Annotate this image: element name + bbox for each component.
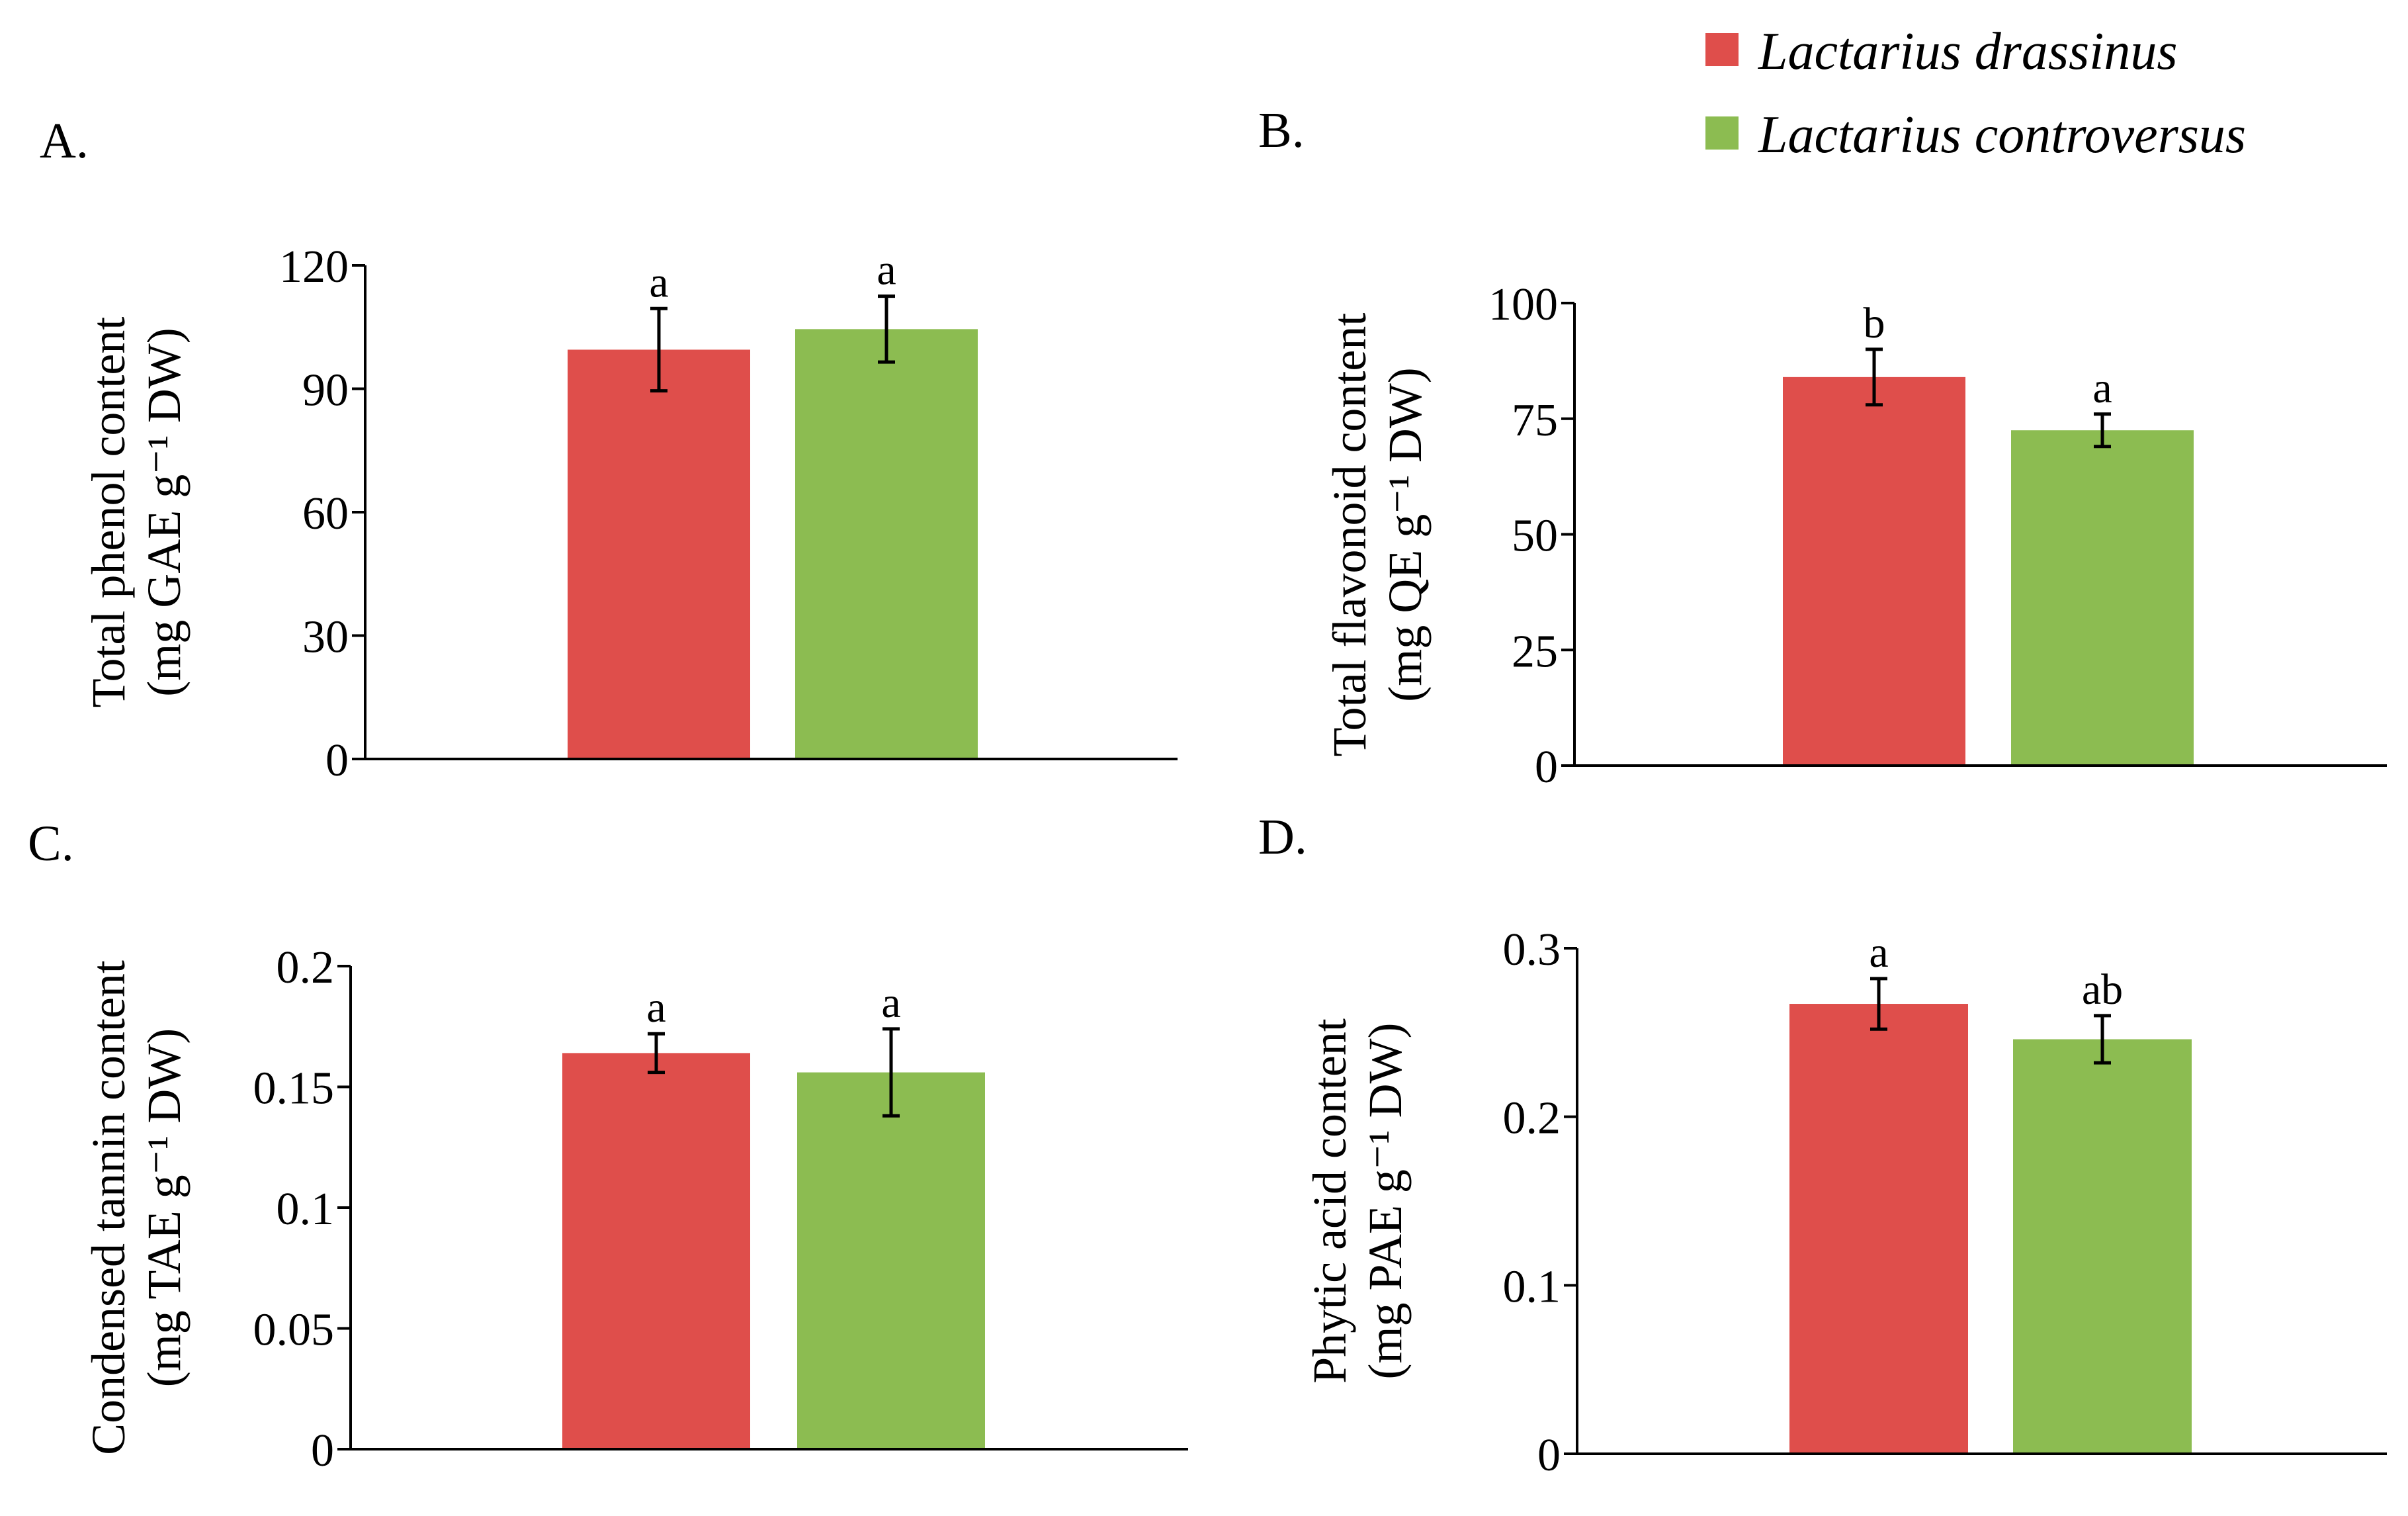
y-tick-label-c-3: 0.15 <box>253 1063 335 1114</box>
y-tick-label-a-2: 60 <box>302 488 349 539</box>
panel-d: D. 0 0.1 0.2 0.3 a ab Phytic acid content(mg PA… <box>1258 809 2387 1481</box>
y-tick-label-c-0: 0 <box>311 1425 334 1476</box>
significance-letter-a-1: a <box>649 258 668 306</box>
y-tick-label-d-2: 0.2 <box>1503 1093 1561 1144</box>
y-axis-label-line1-a: Total phenol content <box>82 317 135 708</box>
y-tick-label-a-3: 90 <box>302 365 349 416</box>
y-axis-label-line1-c: Condensed tannin content <box>82 960 135 1455</box>
y-tick-label-d-0: 0 <box>1537 1430 1561 1481</box>
y-tick-label-a-0: 0 <box>325 735 349 786</box>
panel-a: A. 0 30 60 90 120 a a Total phenol content(mg GA… <box>40 113 1178 786</box>
panel-letter-d: D. <box>1258 809 1307 865</box>
y-tick-label-b-3: 75 <box>1512 395 1558 446</box>
legend-label-2: Lactarius controversus <box>1758 106 2246 164</box>
y-tick-label-d-1: 0.1 <box>1503 1261 1561 1312</box>
y-tick-label-b-4: 100 <box>1488 279 1558 330</box>
y-axis-label-line2-d: (mg PAE g⁻¹ DW) <box>1359 1023 1412 1380</box>
panel-c: C. 0 0.05 0.1 0.15 0.2 a a Condensed tannin cont… <box>28 816 1188 1476</box>
y-tick-label-c-2: 0.1 <box>277 1184 335 1235</box>
bar-c-2 <box>797 1072 985 1449</box>
y-tick-label-b-0: 0 <box>1535 742 1558 793</box>
y-axis-label-b: Total flavonoid content(mg QE g⁻¹ DW) <box>1323 313 1432 757</box>
y-tick-label-d-3: 0.3 <box>1503 924 1561 975</box>
y-axis-label-line1-b: Total flavonoid content <box>1323 313 1376 757</box>
significance-letter-c-2: a <box>881 979 900 1027</box>
legend-swatch-1 <box>1705 33 1739 66</box>
panel-b: B. 0 25 50 75 100 b a Total flavonoid content(mg… <box>1258 103 2387 793</box>
significance-letter-d-2: ab <box>2082 965 2123 1014</box>
y-axis-label-c: Condensed tannin content(mg TAE g⁻¹ DW) <box>82 960 191 1455</box>
bar-a-2 <box>795 329 978 759</box>
significance-letter-a-2: a <box>877 246 896 294</box>
y-axis-label-line2-c: (mg TAE g⁻¹ DW) <box>138 1028 191 1387</box>
y-tick-label-c-1: 0.05 <box>253 1305 335 1356</box>
y-tick-label-b-1: 25 <box>1512 626 1558 677</box>
significance-letter-b-1: b <box>1864 299 1885 347</box>
significance-letter-b-2: a <box>2092 364 2112 412</box>
bar-d-2 <box>2013 1039 2192 1454</box>
y-tick-label-b-2: 50 <box>1512 511 1558 562</box>
legend-swatch-2 <box>1705 116 1739 150</box>
panel-letter-c: C. <box>28 816 74 871</box>
y-tick-label-a-4: 120 <box>279 242 349 292</box>
panel-letter-b: B. <box>1258 103 1305 158</box>
y-axis-label-d: Phytic acid content(mg PAE g⁻¹ DW) <box>1303 1018 1412 1384</box>
legend: Lactarius drassinus Lactarius controversu… <box>1705 22 2246 164</box>
y-axis-label-line2-a: (mg GAE g⁻¹ DW) <box>138 328 191 696</box>
bar-c-1 <box>562 1053 750 1449</box>
y-axis-label-line1-d: Phytic acid content <box>1303 1018 1356 1384</box>
legend-label-1: Lactarius drassinus <box>1758 22 2177 81</box>
bar-b-2 <box>2011 430 2194 766</box>
chart-panels: A. 0 30 60 90 120 a a Total phenol content(mg GA… <box>28 103 2387 1481</box>
y-axis-label-a: Total phenol content(mg GAE g⁻¹ DW) <box>82 317 191 708</box>
y-tick-label-a-1: 30 <box>302 612 349 663</box>
y-tick-label-c-4: 0.2 <box>277 942 335 993</box>
significance-letter-c-1: a <box>646 983 666 1032</box>
bar-d-1 <box>1789 1004 1968 1454</box>
bar-a-1 <box>568 349 750 759</box>
significance-letter-d-1: a <box>1869 928 1888 977</box>
bar-b-1 <box>1783 377 1965 766</box>
panel-letter-a: A. <box>40 113 89 169</box>
y-axis-label-line2-b: (mg QE g⁻¹ DW) <box>1379 367 1432 701</box>
